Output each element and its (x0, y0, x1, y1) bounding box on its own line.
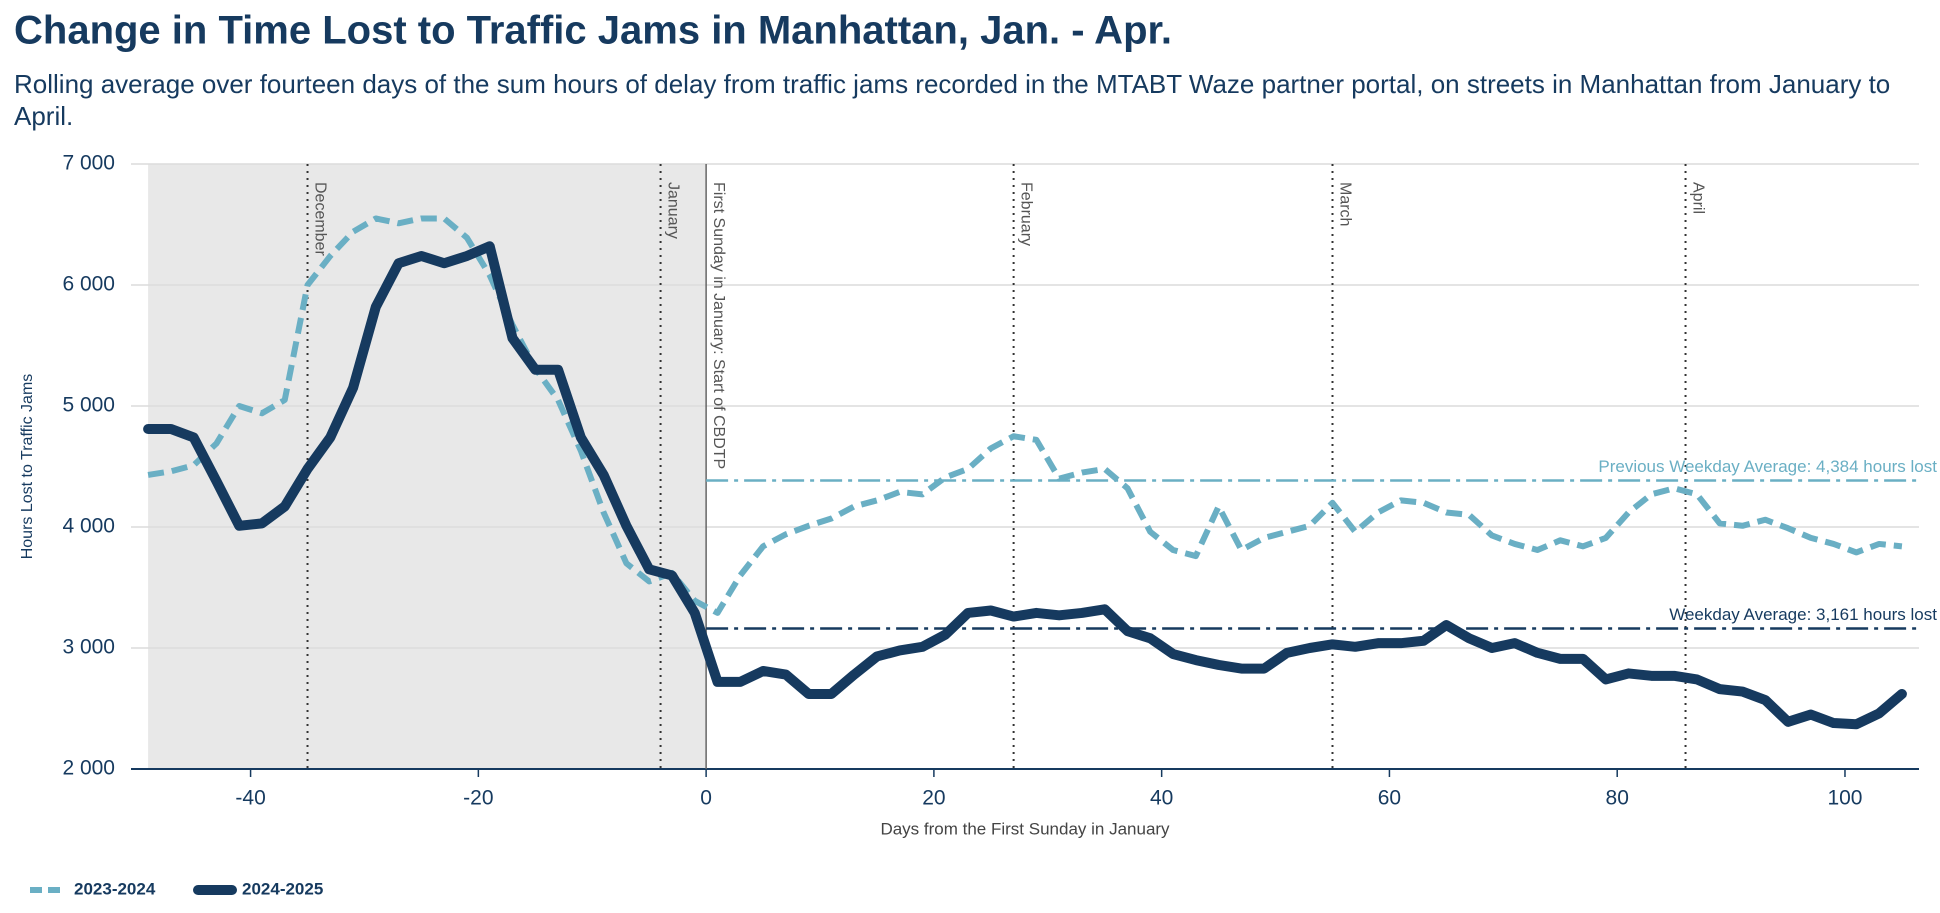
y-tick-label: 5 000 (62, 394, 115, 417)
y-tick-label: 7 000 (62, 152, 115, 175)
x-tick-label: 80 (1606, 787, 1629, 810)
legend-label: 2023-2024 (74, 879, 156, 898)
vertical-line-label: March (1336, 182, 1353, 226)
vertical-line-label: February (1017, 182, 1034, 246)
legend-label: 2024-2025 (242, 879, 323, 898)
y-tick-label: 2 000 (62, 757, 115, 780)
x-tick-label: 60 (1378, 787, 1401, 810)
y-tick-label: 4 000 (62, 515, 115, 538)
reference-line-label: Weekday Average: 3,161 hours lost (1669, 605, 1937, 624)
subtitle-box: Rolling average over fourteen days of th… (14, 69, 1891, 131)
shaded-region (148, 164, 707, 769)
vertical-line-label: April (1689, 182, 1706, 214)
series-line (143, 241, 1907, 730)
x-tick-label: -20 (463, 787, 493, 810)
x-tick-label: 100 (1827, 787, 1862, 810)
x-tick-label: 0 (700, 787, 712, 810)
y-axis-label: Hours Lost to Traffic Jams (19, 374, 36, 560)
series-line (147, 215, 1903, 616)
chart-subtitle: Rolling average over fourteen days of th… (14, 69, 1891, 131)
x-tick-label: 40 (1150, 787, 1173, 810)
x-tick-label: 20 (922, 787, 945, 810)
chart-title: Change in Time Lost to Traffic Jams in M… (14, 9, 1172, 53)
reference-line-label: Previous Weekday Average: 4,384 hours lo… (1598, 457, 1937, 476)
vertical-line-label: December (311, 182, 328, 256)
vertical-line-label: First Sunday in January: Start of CBDTP (710, 182, 727, 469)
vertical-line-label: January (664, 182, 681, 239)
y-tick-label: 3 000 (62, 636, 115, 659)
y-tick-label: 6 000 (62, 273, 115, 296)
x-tick-label: -40 (235, 787, 265, 810)
x-axis-label: Days from the First Sunday in January (880, 819, 1170, 838)
